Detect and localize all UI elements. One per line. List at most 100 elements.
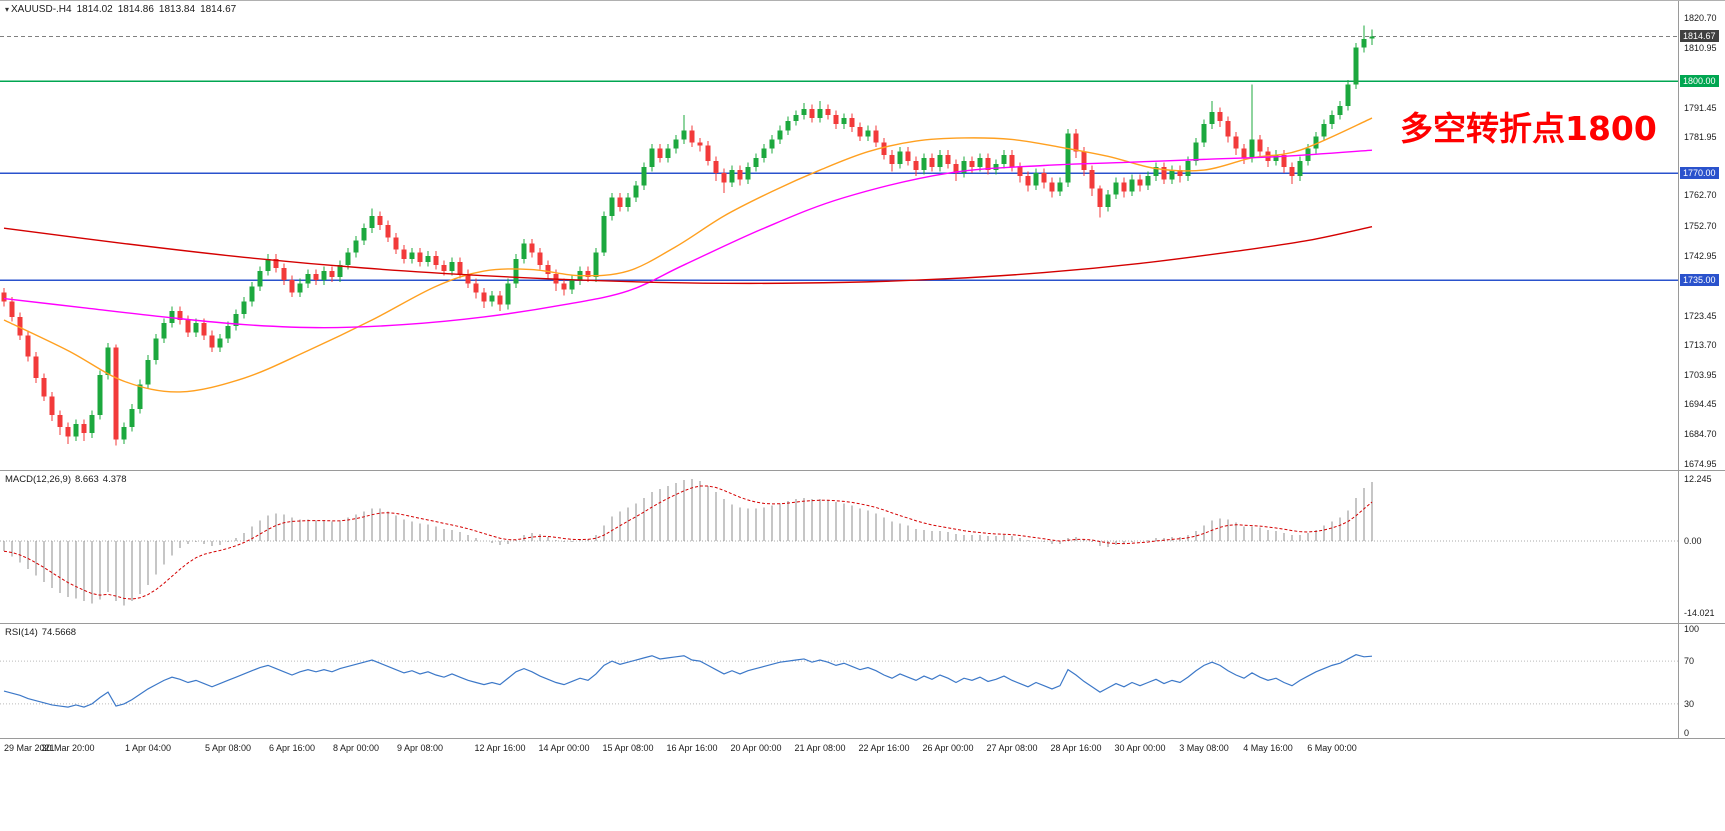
rsi-scale-label: 0 xyxy=(1684,728,1690,738)
candle-bull xyxy=(505,283,511,305)
macd-scale-label: 12.245 xyxy=(1684,473,1712,484)
candle-bear xyxy=(1089,170,1095,189)
candle-bull xyxy=(841,118,847,125)
candle-bear xyxy=(873,130,879,143)
rsi-chart-canvas[interactable] xyxy=(0,624,1678,738)
candle-bear xyxy=(1289,167,1295,177)
candle-bull xyxy=(1153,167,1159,177)
candle-bull xyxy=(161,323,167,339)
macd-chart-canvas[interactable] xyxy=(0,471,1678,623)
candle-bear xyxy=(697,142,703,146)
candle-bull xyxy=(297,283,303,293)
macd-scale-label: -14.021 xyxy=(1684,607,1715,618)
candle-bear xyxy=(1017,167,1023,177)
candle-bull xyxy=(1057,182,1063,192)
candle-bear xyxy=(393,237,399,250)
quote-open: 1814.02 xyxy=(76,4,113,15)
price-scale-label: 1762.70 xyxy=(1684,190,1717,201)
candle-bull xyxy=(425,255,431,262)
candle-bull xyxy=(1001,154,1007,164)
candle-bear xyxy=(1241,148,1247,158)
pane-separator-main-macd[interactable] xyxy=(0,470,1725,471)
candle-bear xyxy=(433,255,439,265)
candle-bull xyxy=(1369,36,1375,39)
candle-bull xyxy=(1185,160,1191,177)
candle-bear xyxy=(849,118,855,128)
candle-bear xyxy=(825,108,831,116)
candle-bull xyxy=(793,115,799,122)
candle-bull xyxy=(817,108,823,119)
chart-menu-icon[interactable]: ▾ xyxy=(5,5,10,14)
candle-bear xyxy=(1257,139,1263,152)
price-scale[interactable]: 1820.70 1810.95 1791.45 1781.95 1762.70 1752.… xyxy=(1678,1,1725,739)
quote-high: 1814.86 xyxy=(117,4,154,15)
candle-bull xyxy=(337,264,343,278)
candle-bear xyxy=(481,292,487,302)
candle-bull xyxy=(1345,84,1351,106)
rsi-scale-label: 70 xyxy=(1684,656,1695,667)
pane-separator-macd-rsi[interactable] xyxy=(0,623,1725,624)
candle-bear xyxy=(969,160,975,168)
candle-bear xyxy=(1041,173,1047,183)
ma-slow-line xyxy=(3,226,1373,285)
candle-bear xyxy=(1097,188,1103,207)
time-axis[interactable]: 29 Mar 2021 30 Mar 20:00 1 Apr 04:00 5 Apr … xyxy=(0,739,1678,757)
candle-bear xyxy=(721,173,727,183)
time-label: 6 May 00:00 xyxy=(1307,743,1357,753)
candle-bull xyxy=(345,252,351,265)
time-label: 9 Apr 08:00 xyxy=(396,743,444,753)
candle-bull xyxy=(105,347,111,376)
time-label: 28 Apr 16:00 xyxy=(1050,743,1102,753)
rsi-line xyxy=(3,654,1373,708)
price-scale-label: 1791.45 xyxy=(1684,102,1717,113)
candle-bull xyxy=(625,197,631,207)
candle-bull xyxy=(409,252,415,259)
candle-bull xyxy=(1201,124,1207,143)
candle-bear xyxy=(1225,121,1231,137)
price-scale-label: 1742.95 xyxy=(1684,250,1717,261)
candle-bear xyxy=(49,396,55,415)
time-label: 1 Apr 04:00 xyxy=(124,743,172,753)
macd-main-value: 8.663 xyxy=(75,474,99,485)
candle-bear xyxy=(1073,133,1079,152)
candle-bull xyxy=(249,286,255,302)
time-label: 27 Apr 08:00 xyxy=(986,743,1038,753)
candle-bear xyxy=(1281,154,1287,168)
time-label: 29 Mar 2021 xyxy=(4,743,55,753)
candle-bull xyxy=(1249,139,1255,158)
candle-bull xyxy=(601,215,607,253)
candle-bear xyxy=(17,316,23,336)
time-label: 22 Apr 16:00 xyxy=(858,743,910,753)
candle-bull xyxy=(489,295,495,302)
candle-bull xyxy=(513,258,519,284)
candle-bear xyxy=(705,145,711,161)
candle-bear xyxy=(185,320,191,333)
candle-bull xyxy=(633,185,639,198)
candle-bull xyxy=(569,280,575,290)
candle-bear xyxy=(1233,136,1239,149)
candle-bull xyxy=(137,384,143,409)
candle-bear xyxy=(1217,111,1223,122)
candle-bull xyxy=(121,427,127,440)
candle-bear xyxy=(945,154,951,164)
candle-bull xyxy=(305,274,311,284)
price-scale-label: 1694.45 xyxy=(1684,399,1717,410)
price-chart-canvas[interactable] xyxy=(0,1,1678,470)
candle-bear xyxy=(561,283,567,290)
macd-name: MACD(12,26,9) xyxy=(5,474,71,485)
time-label: 5 Apr 08:00 xyxy=(204,743,252,753)
candle-bear xyxy=(713,160,719,174)
candle-bull xyxy=(449,261,455,272)
candle-bull xyxy=(977,157,983,168)
price-scale-separator xyxy=(1678,1,1679,739)
candle-bull xyxy=(921,157,927,171)
candle-bear xyxy=(441,264,447,272)
time-label: 16 Apr 16:00 xyxy=(666,743,718,753)
candle-bear xyxy=(33,356,39,379)
candle-bull xyxy=(769,139,775,149)
candle-bear xyxy=(385,225,391,238)
candle-bear xyxy=(457,261,463,275)
pane-separator-time-axis xyxy=(0,738,1725,739)
candle-bull xyxy=(353,240,359,253)
